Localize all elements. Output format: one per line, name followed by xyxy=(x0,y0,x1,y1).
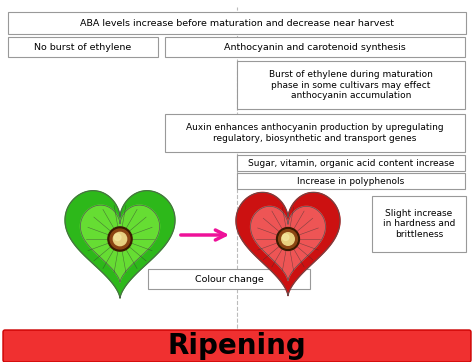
FancyBboxPatch shape xyxy=(3,330,471,362)
Text: Anthocyanin and carotenoid synthesis: Anthocyanin and carotenoid synthesis xyxy=(224,42,406,51)
Text: Sugar, vitamin, organic acid content increase: Sugar, vitamin, organic acid content inc… xyxy=(248,159,454,168)
FancyBboxPatch shape xyxy=(8,12,466,34)
Text: No burst of ethylene: No burst of ethylene xyxy=(35,42,132,51)
Polygon shape xyxy=(251,206,326,281)
FancyBboxPatch shape xyxy=(165,37,465,57)
Text: Ripening: Ripening xyxy=(168,332,306,360)
Polygon shape xyxy=(65,191,175,298)
FancyBboxPatch shape xyxy=(237,155,465,171)
Text: Auxin enhances anthocyanin production by upregulating
regulatory, biosynthetic a: Auxin enhances anthocyanin production by… xyxy=(186,123,444,143)
FancyBboxPatch shape xyxy=(237,173,465,189)
Circle shape xyxy=(108,227,132,251)
Text: Slight increase
in hardness and
brittleness: Slight increase in hardness and brittlen… xyxy=(383,209,455,239)
Circle shape xyxy=(276,228,300,251)
Text: Colour change: Colour change xyxy=(195,274,264,283)
Polygon shape xyxy=(81,205,160,282)
Circle shape xyxy=(110,229,130,249)
Text: Increase in polyphenols: Increase in polyphenols xyxy=(297,177,405,185)
Polygon shape xyxy=(236,193,340,296)
FancyBboxPatch shape xyxy=(372,196,466,252)
FancyBboxPatch shape xyxy=(165,114,465,152)
Circle shape xyxy=(113,232,127,246)
Text: Burst of ethylene during maturation
phase in some cultivars may effect
anthocyan: Burst of ethylene during maturation phas… xyxy=(269,70,433,100)
Circle shape xyxy=(114,234,121,241)
Circle shape xyxy=(279,230,297,248)
FancyBboxPatch shape xyxy=(237,61,465,109)
Circle shape xyxy=(282,233,294,245)
Circle shape xyxy=(283,234,289,240)
Text: ABA levels increase before maturation and decrease near harvest: ABA levels increase before maturation an… xyxy=(80,18,394,28)
FancyBboxPatch shape xyxy=(8,37,158,57)
FancyBboxPatch shape xyxy=(148,269,310,289)
